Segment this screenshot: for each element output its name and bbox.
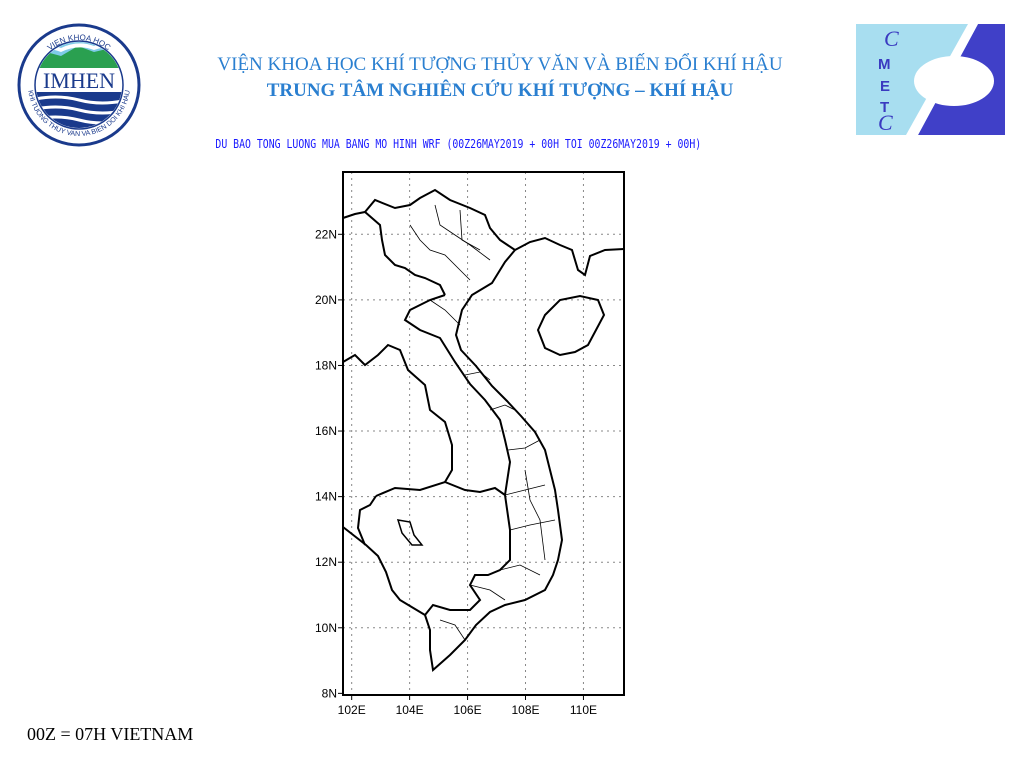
cmetc-logo: C M E T C [856, 24, 1005, 135]
lat-tick-label: 12N [315, 555, 337, 569]
lon-tick-label: 104E [396, 703, 424, 717]
lon-tick-label: 102E [338, 703, 366, 717]
imhen-logo: IMHEN VIEN KHOA HOC KHI TUONG THUY VAN V… [17, 23, 141, 147]
lat-tick-label: 10N [315, 621, 337, 635]
lat-tick-label: 14N [315, 490, 337, 504]
svg-text:E: E [880, 78, 890, 95]
graticule [343, 172, 624, 695]
lon-tick-label: 106E [454, 703, 482, 717]
lat-tick-label: 8N [322, 686, 337, 700]
hainan-island [536, 294, 606, 357]
svg-text:M: M [878, 56, 891, 73]
latitude-axis: 22N 20N 18N 16N 14N 12N 10N 8N [315, 227, 343, 700]
svg-text:C: C [878, 110, 893, 135]
longitude-axis: 102E 104E 106E 108E 110E [338, 695, 597, 717]
map-title: DU BAO TONG LUONG MUA BANG MO HINH WRF (… [215, 137, 702, 151]
svg-text:C: C [884, 26, 899, 51]
lon-tick-label: 110E [570, 703, 597, 717]
vietnam-coastline [424, 249, 564, 672]
center-title: TRUNG TÂM NGHIÊN CỨU KHÍ TƯỢNG – KHÍ HẬU [266, 80, 734, 101]
lat-tick-label: 22N [315, 227, 337, 241]
lat-tick-label: 16N [315, 424, 337, 438]
province-borders [409, 204, 556, 641]
timezone-note: 00Z = 07H VIETNAM [27, 724, 194, 744]
lat-tick-label: 18N [315, 358, 337, 372]
lon-tick-label: 108E [511, 703, 539, 717]
imhen-logo-text: IMHEN [43, 68, 115, 93]
coastline-and-borders [342, 188, 625, 672]
lat-tick-label: 20N [315, 293, 337, 307]
svg-text:T: T [880, 99, 889, 116]
map-frame [342, 171, 625, 696]
institute-title: VIỆN KHOA HỌC KHÍ TƯỢNG THỦY VĂN VÀ BIẾN… [217, 54, 783, 75]
